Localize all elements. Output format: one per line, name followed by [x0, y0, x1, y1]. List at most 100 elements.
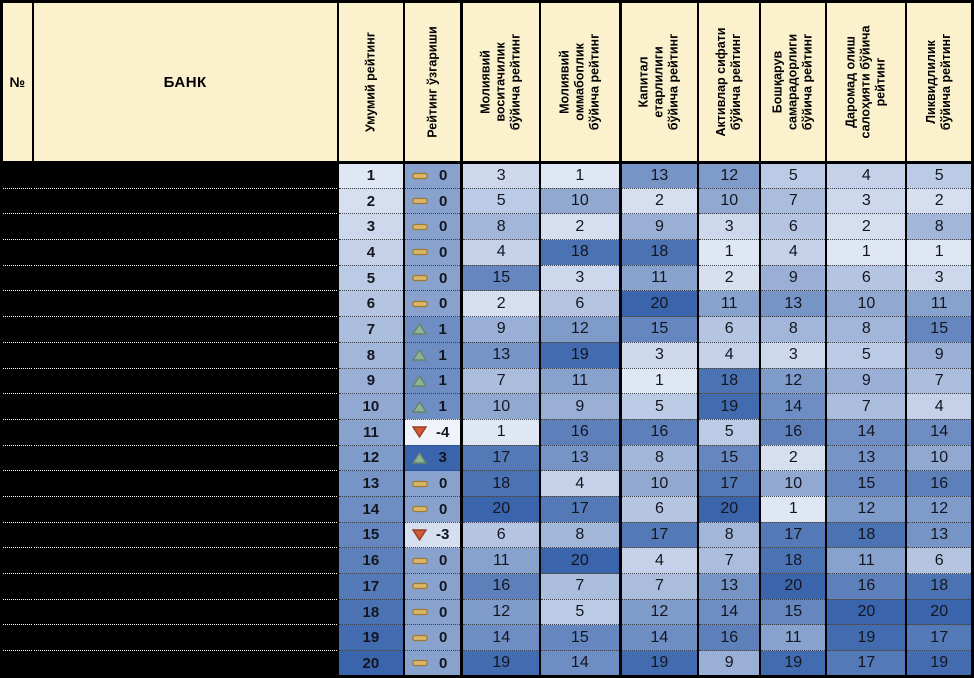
row-number-cell-redacted [1, 316, 33, 343]
score-cell-income_capacity: 13 [825, 444, 907, 471]
score-cell-fin_intermediation: 4 [460, 239, 541, 266]
score-cell-capital_adequacy: 4 [618, 547, 699, 574]
rating-change-content: 0 [405, 501, 461, 518]
rating-change-value: 0 [439, 243, 448, 261]
rating-change-cell: 0 [402, 290, 462, 317]
bank-name-cell-redacted [31, 239, 338, 266]
col-header-fin-accessibility: Молиявий оммабоплик бўйича рейтинг [539, 1, 621, 164]
score-cell-fin_intermediation: 3 [460, 162, 541, 189]
score-cell-income_capacity: 19 [825, 624, 907, 651]
score-cell-liquidity: 20 [905, 598, 973, 625]
score-cell-income_capacity: 16 [825, 573, 907, 600]
score-cell-liquidity: 14 [905, 418, 973, 446]
score-cell-fin_accessibility: 8 [539, 521, 621, 548]
bank-name-cell-redacted [31, 495, 338, 523]
bank-row-4: 4 0 4 18 18 1 4 1 1 [1, 239, 973, 266]
rating-change-cell: 0 [402, 264, 462, 291]
score-cell-capital_adequacy: 17 [618, 521, 699, 548]
score-cell-fin_accessibility: 16 [539, 418, 621, 446]
rating-change-content: 0 [405, 193, 461, 210]
score-cell-mgmt_efficiency: 19 [759, 650, 827, 677]
score-cell-liquidity: 17 [905, 624, 973, 651]
bank-name-cell-redacted [31, 341, 338, 368]
bank-row-2: 2 0 5 10 2 10 7 3 2 [1, 187, 973, 214]
rating-change-value: 0 [439, 654, 448, 672]
dash-icon [412, 634, 428, 642]
rating-change-cell: 1 [402, 393, 462, 420]
rating-change-cell: 0 [402, 495, 462, 523]
rating-change-content: 0 [405, 629, 461, 646]
dash-icon [412, 480, 428, 488]
score-cell-fin_accessibility: 10 [539, 187, 621, 214]
col-header-mgmt-efficiency-label: Бошқарув самарадорлиги бўйича рейтинг [770, 33, 815, 131]
overall-rank-cell: 13 [336, 470, 404, 497]
rating-change-value: 1 [438, 398, 447, 416]
overall-rank-cell: 18 [336, 598, 404, 625]
score-cell-income_capacity: 9 [825, 367, 907, 394]
score-cell-fin_intermediation: 17 [460, 444, 541, 471]
score-cell-asset_quality: 9 [697, 650, 761, 677]
score-cell-fin_accessibility: 19 [539, 341, 621, 368]
triangle-down-icon [411, 426, 427, 439]
rating-change-cell: 3 [402, 444, 462, 471]
score-cell-asset_quality: 12 [697, 162, 761, 189]
row-number-cell-redacted [1, 290, 33, 317]
score-cell-fin_intermediation: 7 [460, 367, 541, 394]
score-cell-mgmt_efficiency: 18 [759, 547, 827, 574]
score-cell-fin_accessibility: 13 [539, 444, 621, 471]
score-cell-liquidity: 7 [905, 367, 973, 394]
score-cell-fin_intermediation: 16 [460, 573, 541, 600]
score-cell-fin_intermediation: 11 [460, 547, 541, 574]
row-number-cell-redacted [1, 495, 33, 523]
rating-change-value: 0 [439, 295, 448, 313]
dash-icon [412, 582, 428, 590]
score-cell-asset_quality: 5 [697, 418, 761, 446]
bank-name-cell-redacted [31, 213, 338, 240]
rating-change-content: 1 [405, 321, 461, 338]
bank-row-13: 13 0 18 4 10 17 10 15 16 [1, 470, 973, 497]
rating-change-cell: -4 [402, 418, 462, 446]
row-number-cell-redacted [1, 470, 33, 497]
row-number-cell-redacted [1, 162, 33, 189]
rating-change-value: 0 [439, 629, 448, 647]
score-cell-capital_adequacy: 18 [618, 239, 699, 266]
score-cell-capital_adequacy: 13 [618, 162, 699, 189]
score-cell-mgmt_efficiency: 5 [759, 162, 827, 189]
dash-icon [412, 248, 428, 256]
triangle-down-icon [411, 529, 427, 541]
score-cell-income_capacity: 7 [825, 393, 907, 420]
row-number-cell-redacted [1, 598, 33, 625]
overall-rank-cell: 6 [336, 290, 404, 317]
score-cell-income_capacity: 6 [825, 264, 907, 291]
bank-name-cell-redacted [31, 624, 338, 651]
rating-change-value: 0 [439, 475, 448, 493]
overall-rank-cell: 17 [336, 573, 404, 600]
triangle-up-icon [411, 374, 427, 387]
score-cell-fin_intermediation: 18 [460, 470, 541, 497]
triangle-up-icon [411, 323, 427, 336]
score-cell-asset_quality: 20 [697, 495, 761, 523]
rating-change-value: -4 [436, 423, 450, 441]
bank-row-11: 11 -4 1 16 16 5 16 14 14 [1, 418, 973, 446]
score-cell-income_capacity: 8 [825, 316, 907, 343]
score-cell-mgmt_efficiency: 6 [759, 213, 827, 240]
bank-row-10: 10 1 10 9 5 19 14 7 4 [1, 393, 973, 420]
score-cell-liquidity: 15 [905, 316, 973, 343]
rating-change-content: 0 [405, 218, 461, 235]
score-cell-fin_intermediation: 10 [460, 393, 541, 420]
rating-change-content: 3 [405, 449, 461, 466]
score-cell-income_capacity: 2 [825, 213, 907, 240]
rating-change-value: 0 [439, 218, 448, 236]
rating-change-content: 0 [405, 552, 461, 569]
score-cell-mgmt_efficiency: 14 [759, 393, 827, 420]
col-header-bank-label: БАНК [163, 73, 207, 91]
overall-rank-cell: 19 [336, 624, 404, 651]
score-cell-fin_intermediation: 15 [460, 264, 541, 291]
score-cell-fin_accessibility: 1 [539, 162, 621, 189]
overall-rank-cell: 7 [336, 316, 404, 343]
rating-change-cell: 0 [402, 547, 462, 574]
bank-name-cell-redacted [31, 547, 338, 574]
